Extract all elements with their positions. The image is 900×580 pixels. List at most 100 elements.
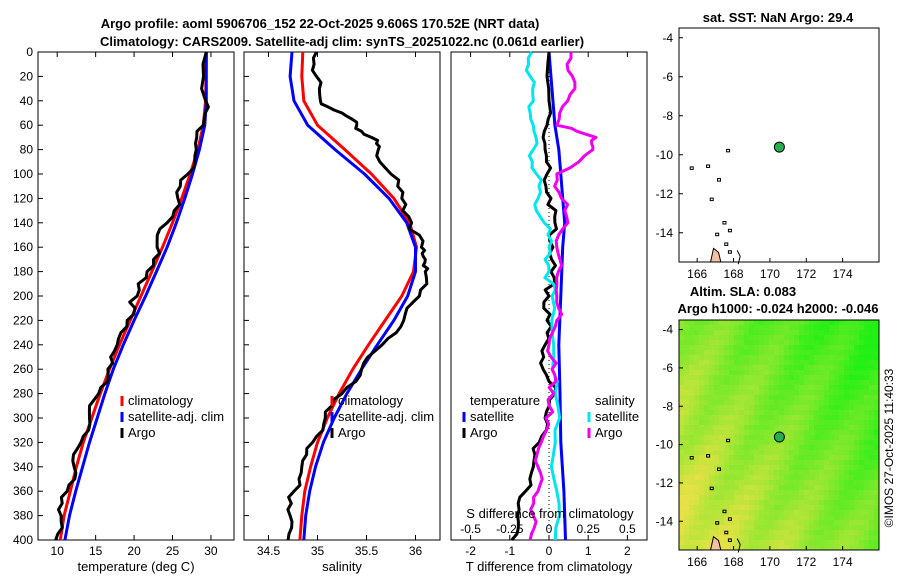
- sla-cell: [689, 460, 695, 466]
- sla-cell: [864, 450, 870, 456]
- sla-cell: [769, 525, 775, 531]
- sla-cell: [809, 340, 815, 346]
- sla-cell: [849, 380, 855, 386]
- sla-cell: [854, 425, 860, 431]
- sla-cell: [809, 360, 815, 366]
- sla-cell: [829, 345, 835, 351]
- sla-cell: [764, 350, 770, 356]
- sla-cell: [799, 390, 805, 396]
- sla-cell: [744, 455, 750, 461]
- sla-cell: [724, 535, 730, 541]
- sla-cell: [724, 350, 730, 356]
- sla-cell: [779, 395, 785, 401]
- sla-cell: [789, 375, 795, 381]
- sla-cell: [849, 405, 855, 411]
- sla-cell: [749, 320, 755, 326]
- sla-cell: [839, 400, 845, 406]
- sla-cell: [759, 485, 765, 491]
- sla-cell: [869, 505, 875, 511]
- sla-cell: [789, 445, 795, 451]
- sla-cell: [704, 515, 710, 521]
- series-line-climatology: [298, 51, 418, 541]
- sla-cell: [869, 525, 875, 531]
- sla-cell: [754, 375, 760, 381]
- sla-cell: [784, 415, 790, 421]
- sla-cell: [689, 520, 695, 526]
- sla-cell: [689, 410, 695, 416]
- sla-cell: [759, 420, 765, 426]
- sla-cell: [809, 455, 815, 461]
- sla-cell: [839, 320, 845, 326]
- sla-cell: [764, 355, 770, 361]
- sla-cell: [764, 420, 770, 426]
- sla-cell: [814, 415, 820, 421]
- sla-cell: [804, 355, 810, 361]
- sla-cell: [829, 325, 835, 331]
- island-outline: [709, 197, 714, 202]
- sla-cell: [834, 440, 840, 446]
- sla-cell: [684, 500, 690, 506]
- sla-cell: [689, 340, 695, 346]
- sla-cell: [754, 485, 760, 491]
- sla-cell: [779, 455, 785, 461]
- sla-cell: [814, 500, 820, 506]
- sla-cell: [859, 435, 865, 441]
- sla-cell: [799, 375, 805, 381]
- sla-cell: [844, 355, 850, 361]
- sla-cell: [684, 450, 690, 456]
- sla-cell: [774, 325, 780, 331]
- sla-cell: [689, 455, 695, 461]
- sla-cell: [874, 395, 880, 401]
- sla-cell: [714, 340, 720, 346]
- sla-cell: [839, 335, 845, 341]
- sla-cell: [874, 435, 880, 441]
- sla-cell: [754, 400, 760, 406]
- sla-cell: [844, 435, 850, 441]
- sla-cell: [724, 365, 730, 371]
- sla-cell: [719, 445, 725, 451]
- sla-cell: [854, 380, 860, 386]
- sla-cell: [744, 375, 750, 381]
- sla-cell: [719, 340, 725, 346]
- sla-cell: [789, 440, 795, 446]
- sla-cell: [679, 410, 685, 416]
- sla-cell: [769, 460, 775, 466]
- sla-cell: [679, 455, 685, 461]
- sla-cell: [699, 395, 705, 401]
- sla-cell: [814, 335, 820, 341]
- sla-cell: [809, 370, 815, 376]
- sla-cell: [869, 335, 875, 341]
- sla-cell: [679, 370, 685, 376]
- sla-cell: [819, 430, 825, 436]
- series-line-satellite-adj-clim: [288, 51, 417, 541]
- sla-cell: [819, 380, 825, 386]
- sla-cell: [704, 545, 710, 551]
- sla-cell: [809, 490, 815, 496]
- sla-cell: [834, 405, 840, 411]
- sla-cell: [804, 460, 810, 466]
- sla-cell: [854, 320, 860, 326]
- difference-legend: temperature satellite Argo salinity sate…: [462, 393, 639, 440]
- sla-cell: [824, 355, 830, 361]
- sla-cell: [719, 515, 725, 521]
- sla-cell: [839, 480, 845, 486]
- sla-cell: [744, 350, 750, 356]
- sla-cell: [794, 370, 800, 376]
- sla-cell: [694, 535, 700, 541]
- sla-cell: [849, 355, 855, 361]
- sla-cell: [864, 460, 870, 466]
- sla-cell: [859, 485, 865, 491]
- sla-cell: [744, 420, 750, 426]
- sla-cell: [749, 390, 755, 396]
- sla-cell: [699, 375, 705, 381]
- sla-cell: [719, 360, 725, 366]
- sla-cell: [834, 335, 840, 341]
- sla-cell: [729, 325, 735, 331]
- sla-cell: [779, 330, 785, 336]
- sla-cell: [689, 350, 695, 356]
- sla-cell: [744, 475, 750, 481]
- sla-cell: [804, 470, 810, 476]
- sla-cell: [874, 405, 880, 411]
- sla-cell: [769, 440, 775, 446]
- sla-cell: [834, 355, 840, 361]
